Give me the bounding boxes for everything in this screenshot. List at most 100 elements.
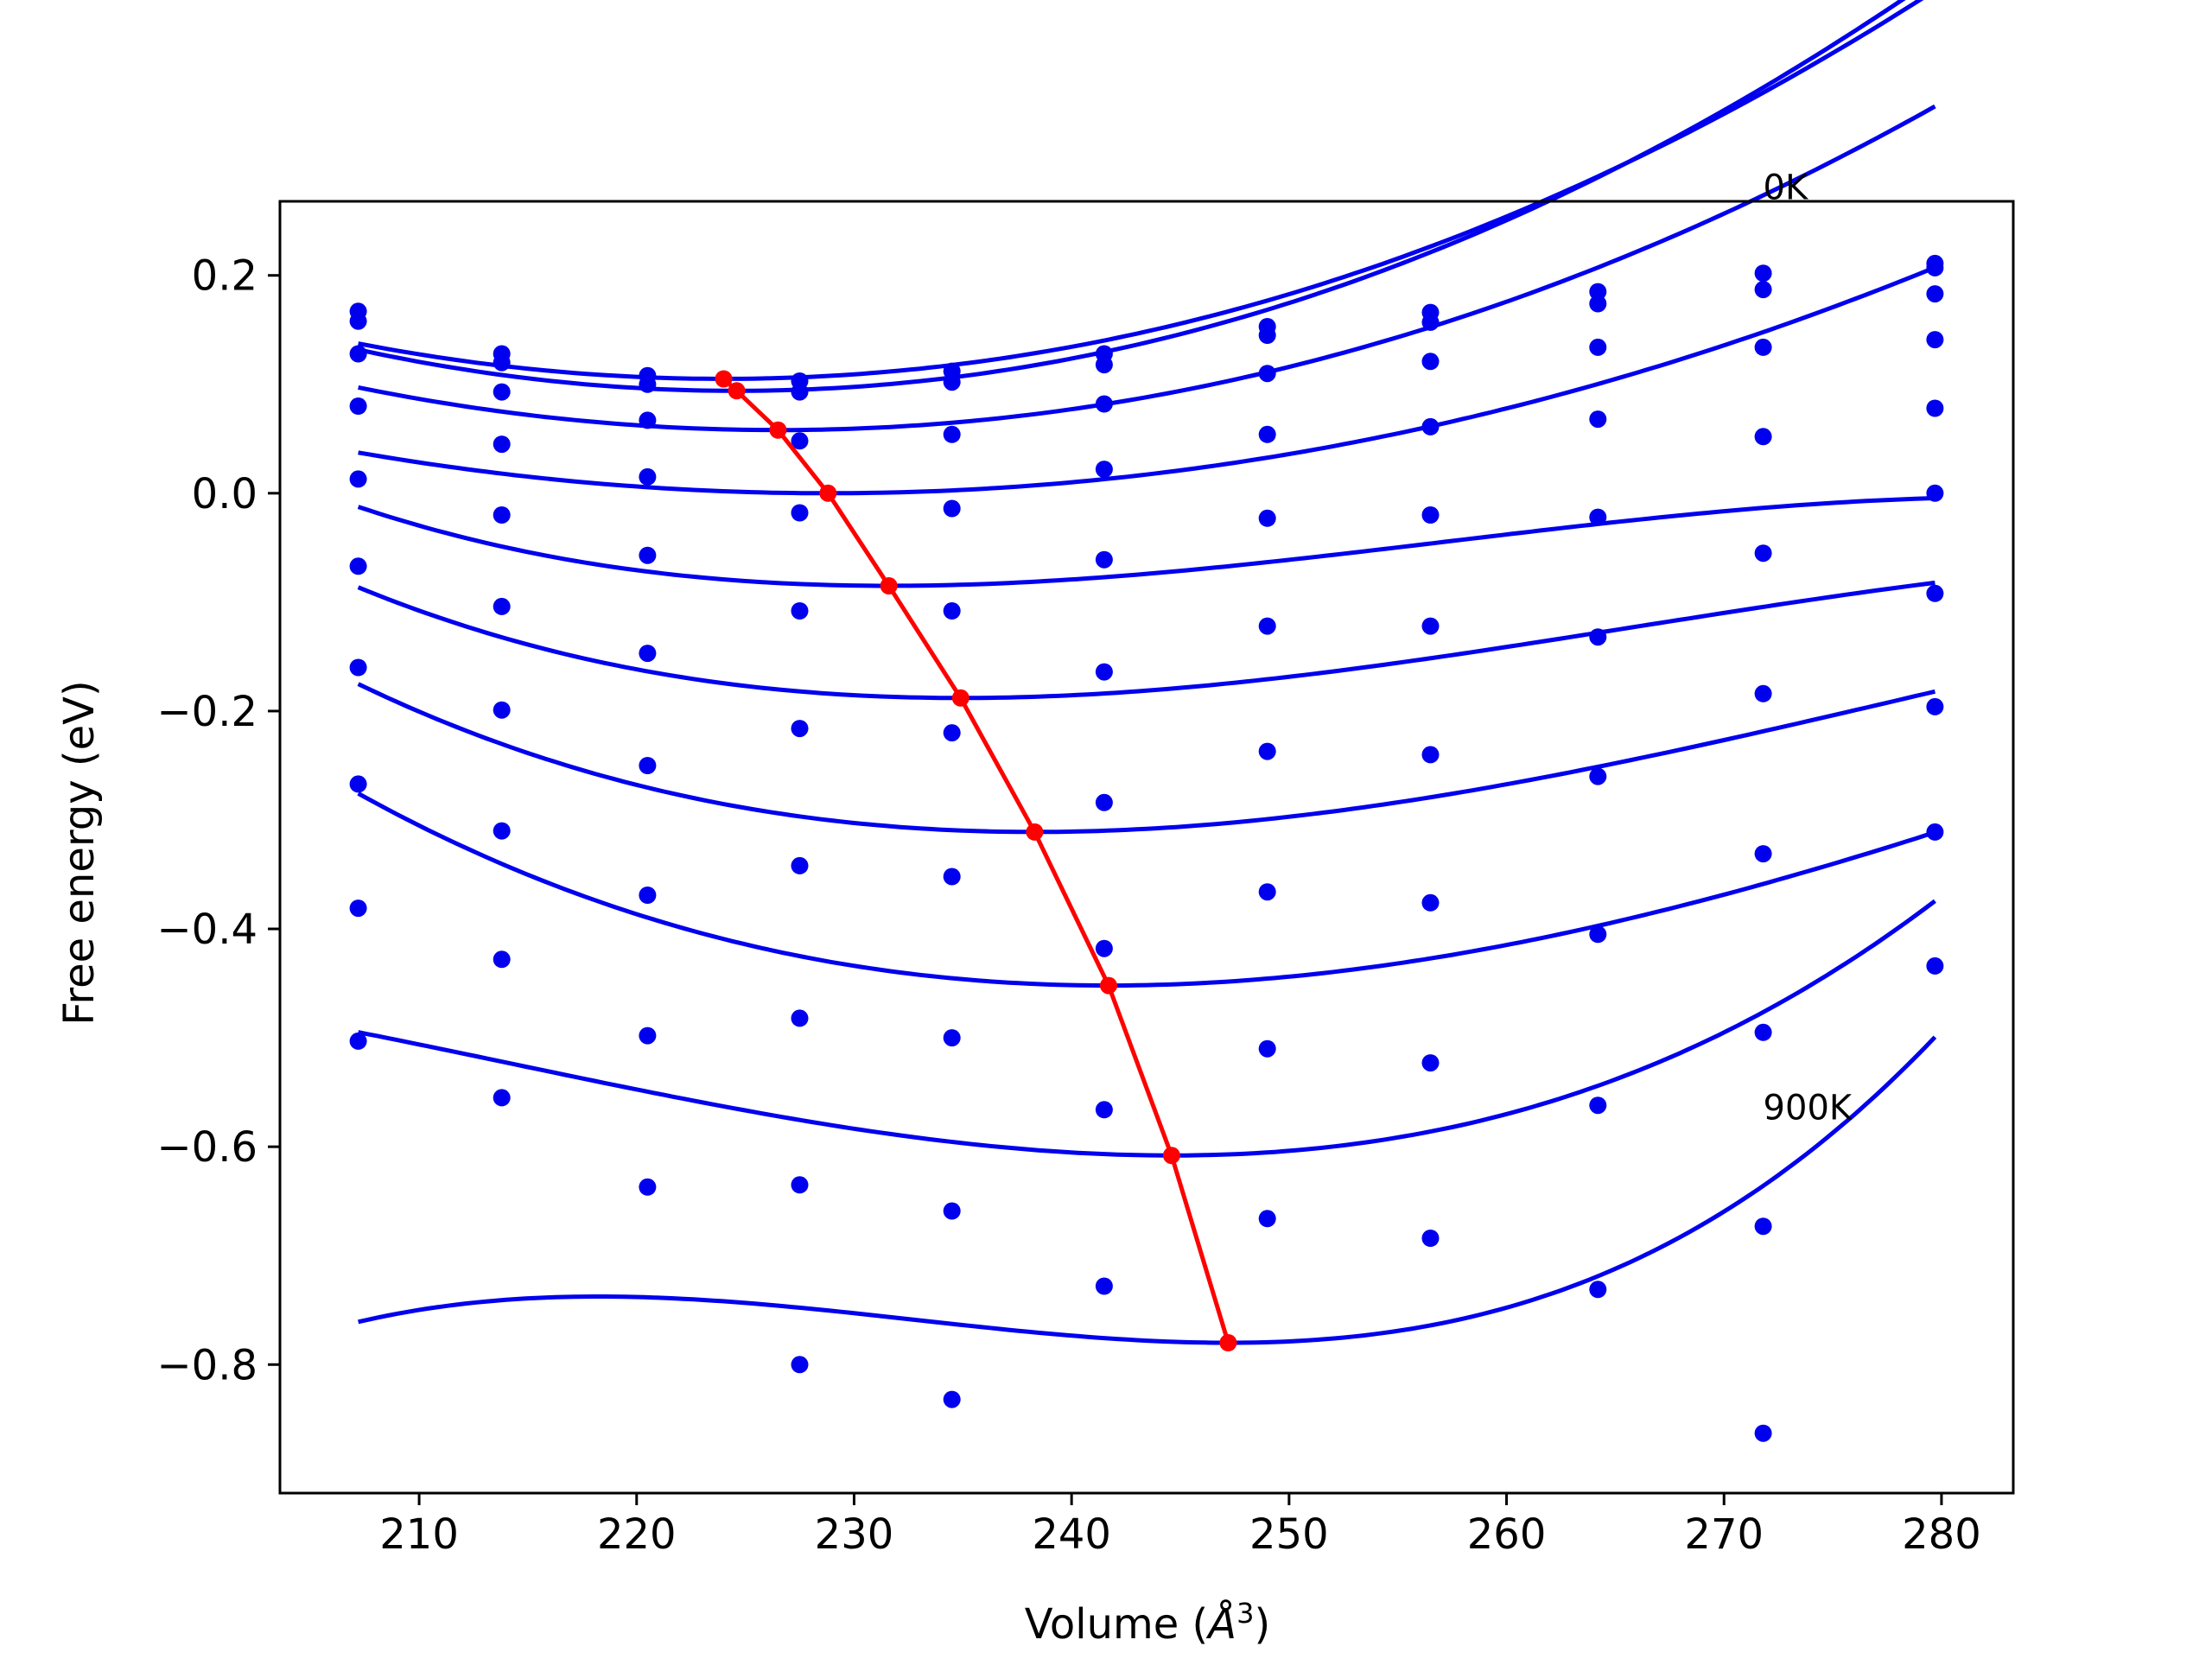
data-point-9-2 — [639, 1178, 657, 1196]
data-point-9-10 — [1926, 957, 1944, 975]
fit-curve-0 — [358, 0, 1924, 382]
fit-curve-8 — [358, 899, 1936, 1158]
data-point-6-9 — [1754, 845, 1772, 863]
minimum-point-0 — [715, 370, 733, 388]
data-point-1-1 — [493, 353, 511, 372]
curve-annotations: 0K 900K — [1764, 168, 1853, 1128]
data-point-4-6 — [1258, 509, 1276, 527]
data-point-7-7 — [1421, 893, 1440, 912]
data-point-6-6 — [1258, 742, 1276, 760]
data-point-3-9 — [1754, 428, 1772, 446]
data-point-2-7 — [1421, 353, 1440, 371]
y-axis-label: Free energy (eV) — [55, 680, 104, 1025]
data-point-8-3 — [791, 1176, 809, 1194]
x-axis-label-close: ) — [1254, 1600, 1270, 1649]
x-axis-label-text: Volume ( — [1025, 1600, 1209, 1649]
data-point-4-5 — [1095, 550, 1113, 569]
data-point-7-0 — [349, 775, 367, 793]
data-point-7-10 — [1926, 697, 1944, 715]
data-point-9-8 — [1589, 1281, 1607, 1299]
y-tick-label-0: 0.2 — [192, 252, 257, 301]
data-point-6-3 — [791, 856, 809, 874]
data-point-5-7 — [1421, 617, 1440, 635]
data-point-8-2 — [639, 1027, 657, 1045]
fit-curve-1 — [358, 0, 1906, 393]
data-point-4-2 — [639, 546, 657, 564]
x-tick-label-6: 270 — [1684, 1510, 1764, 1559]
data-point-7-1 — [493, 822, 511, 840]
data-point-1-0 — [349, 312, 367, 330]
data-point-6-1 — [493, 701, 511, 719]
data-point-4-3 — [791, 602, 809, 620]
x-tick-label-1: 220 — [597, 1510, 677, 1559]
data-point-7-8 — [1589, 925, 1607, 944]
data-point-3-2 — [639, 467, 657, 486]
data-point-6-2 — [639, 757, 657, 774]
data-point-3-7 — [1421, 417, 1440, 435]
x-axis-label-exponent: 3 — [1236, 1597, 1254, 1630]
fit-curve-9 — [358, 1035, 1937, 1345]
minima-path — [715, 370, 1237, 1351]
data-point-0-9 — [1754, 264, 1772, 283]
x-tick-label-0: 210 — [379, 1510, 459, 1559]
data-point-9-3 — [791, 1356, 809, 1374]
minimum-point-9 — [1219, 1334, 1237, 1351]
y-tick-label-3: −0.4 — [156, 906, 257, 954]
data-point-8-8 — [1589, 1096, 1607, 1115]
data-point-2-6 — [1258, 365, 1276, 383]
fit-curve-4 — [357, 496, 1936, 588]
data-point-7-4 — [943, 1029, 961, 1047]
data-point-9-7 — [1421, 1230, 1440, 1247]
data-point-3-5 — [1095, 461, 1113, 479]
data-point-1-7 — [1421, 313, 1440, 331]
data-point-5-1 — [493, 597, 511, 615]
data-point-8-5 — [1095, 1101, 1113, 1119]
fit-curve-2 — [358, 104, 1936, 433]
data-point-2-0 — [349, 345, 367, 363]
data-point-7-5 — [1095, 939, 1113, 957]
data-point-4-9 — [1754, 544, 1772, 563]
data-point-6-7 — [1421, 746, 1440, 764]
data-point-8-10 — [1926, 823, 1944, 841]
x-tick-label-3: 240 — [1032, 1510, 1111, 1559]
y-tick-label-1: 0.0 — [192, 470, 257, 518]
data-point-8-1 — [493, 950, 511, 969]
data-point-2-10 — [1926, 285, 1944, 303]
data-point-1-8 — [1589, 295, 1607, 313]
minimum-point-7 — [1100, 976, 1117, 995]
data-point-7-6 — [1258, 883, 1276, 901]
data-point-9-6 — [1258, 1210, 1276, 1228]
data-points — [349, 254, 1944, 1442]
data-point-6-0 — [349, 658, 367, 677]
data-point-4-1 — [493, 506, 511, 524]
data-point-3-3 — [791, 504, 809, 522]
x-axis-ticks: 210 220 230 240 250 260 270 280 — [379, 1493, 1981, 1559]
y-axis-ticks: 0.2 0.0 −0.2 −0.4 −0.6 −0.8 — [156, 252, 280, 1389]
data-point-5-5 — [1095, 663, 1113, 681]
x-tick-label-2: 230 — [815, 1510, 894, 1559]
data-point-8-0 — [349, 899, 367, 918]
data-point-9-5 — [1095, 1277, 1113, 1295]
fit-curve-6 — [357, 682, 1936, 835]
data-point-4-0 — [349, 470, 367, 488]
data-point-3-8 — [1589, 410, 1607, 429]
fit-curve-7 — [357, 791, 1936, 988]
data-point-1-9 — [1754, 281, 1772, 299]
data-point-1-4 — [943, 373, 961, 391]
data-point-7-2 — [639, 887, 657, 904]
minima-line — [721, 377, 1230, 1344]
data-point-2-3 — [791, 432, 809, 450]
data-point-5-6 — [1258, 617, 1276, 635]
data-point-9-9 — [1754, 1424, 1772, 1442]
data-point-4-7 — [1421, 506, 1440, 524]
fit-curve-5 — [357, 580, 1936, 701]
data-point-2-1 — [493, 383, 511, 401]
data-point-8-9 — [1754, 1217, 1772, 1236]
data-point-6-8 — [1589, 767, 1607, 785]
data-point-1-2 — [639, 375, 657, 393]
annotation-1: 900K — [1764, 1089, 1853, 1128]
data-point-1-3 — [791, 383, 809, 401]
fit-curve-3 — [358, 265, 1936, 496]
minimum-point-2 — [769, 421, 787, 439]
data-point-8-6 — [1258, 1039, 1276, 1058]
